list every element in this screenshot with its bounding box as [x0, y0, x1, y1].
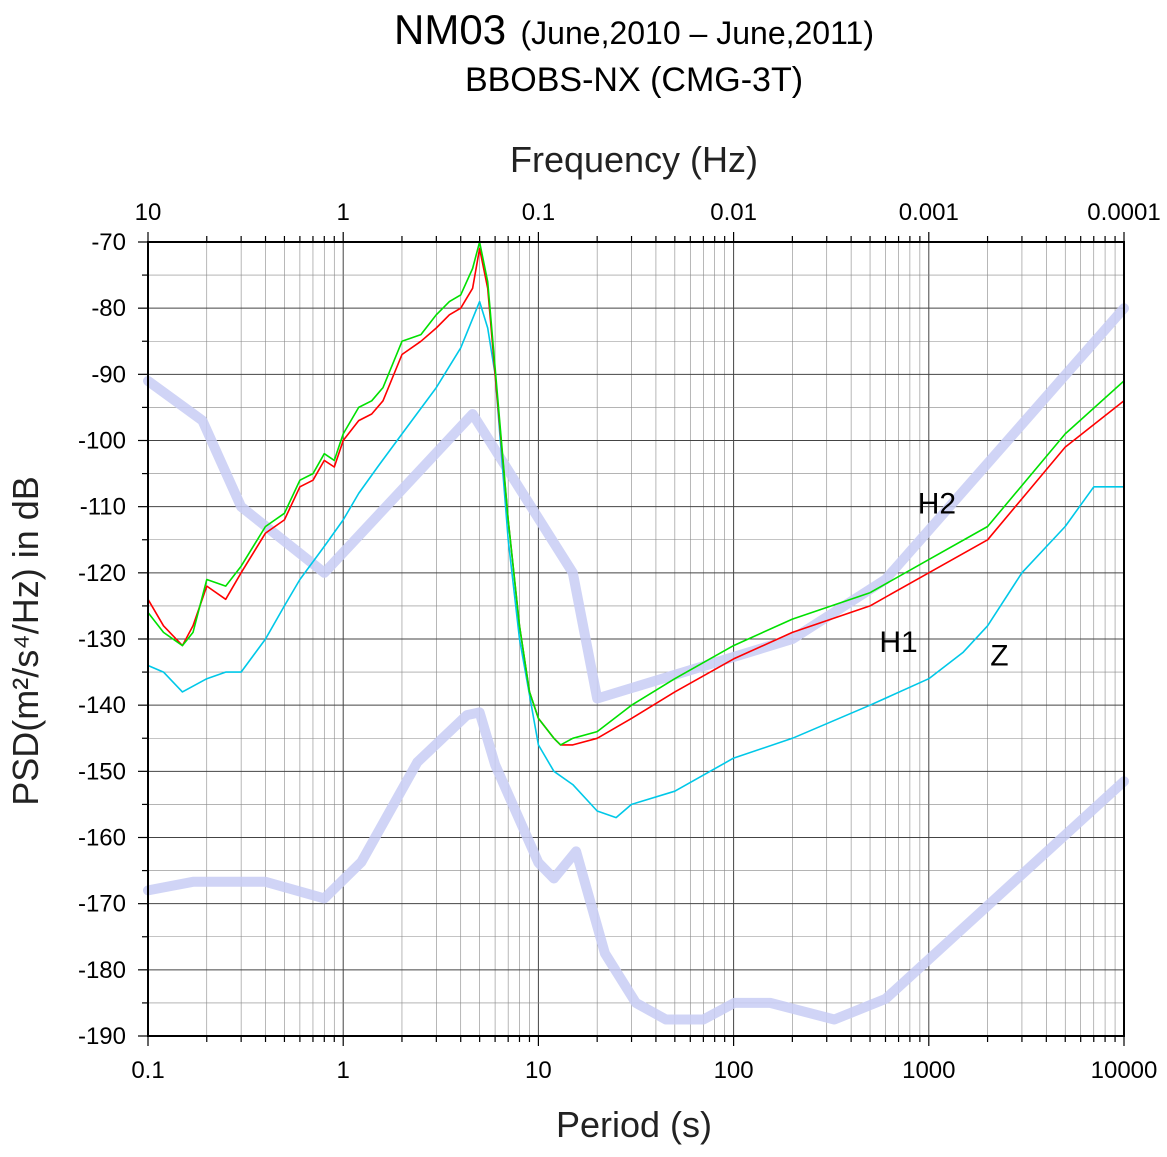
title-station: NM03 [394, 6, 506, 53]
top-tick-label: 0.01 [710, 199, 757, 226]
title-period: (June,2010 – June,2011) [521, 15, 874, 51]
noise-model-curve [143, 707, 1129, 1025]
y-tick-label: -160 [78, 825, 126, 852]
top-axis-label: Frequency (Hz) [510, 139, 758, 180]
y-tick-label: -190 [78, 1023, 126, 1050]
x-tick-label: 10 [525, 1057, 552, 1084]
x-tick-label: 10000 [1091, 1057, 1158, 1084]
x-axis-label: Period (s) [556, 1104, 712, 1145]
series-annotation: H1 [879, 626, 917, 659]
chart-subtitle: BBOBS-NX (CMG-3T) [465, 61, 803, 99]
y-tick-label: -150 [78, 758, 126, 785]
top-tick-label: 1 [337, 199, 350, 226]
top-tick-label: 0.001 [899, 199, 959, 226]
chart-title: NM03 (June,2010 – June,2011) [394, 6, 874, 53]
noise-model-curve [143, 303, 1129, 704]
y-tick-label: -80 [91, 295, 126, 322]
series-line-h2 [147, 241, 1125, 746]
y-tick-label: -110 [80, 494, 126, 521]
series-annotation: Z [990, 639, 1008, 672]
series-line-z [147, 300, 1125, 819]
top-tick-label: 0.1 [522, 199, 555, 226]
y-tick-label: -70 [91, 229, 126, 256]
y-tick-label: -180 [78, 957, 126, 984]
x-tick-label: 1 [337, 1057, 350, 1084]
series-annotation: H2 [918, 487, 956, 520]
y-tick-label: -100 [78, 428, 126, 455]
y-tick-label: -120 [78, 560, 126, 587]
y-tick-label: -90 [91, 361, 126, 388]
y-tick-label: -130 [78, 626, 126, 653]
y-tick-label: -140 [78, 692, 126, 719]
y-tick-label: -170 [78, 891, 126, 918]
y-axis-label: PSD(m²/s⁴/Hz) in dB [5, 476, 46, 806]
x-tick-label: 1000 [902, 1057, 955, 1084]
top-tick-label: 10 [135, 199, 162, 226]
x-tick-label: 0.1 [131, 1057, 164, 1084]
x-tick-label: 100 [714, 1057, 754, 1084]
plot-area: 0.1 1 10 100 1000 10000 10 1 0.1 0.01 0.001 0.0001 -… [78, 199, 1161, 1084]
series-line-h1 [147, 247, 1125, 746]
top-tick-label: 0.0001 [1087, 199, 1160, 226]
